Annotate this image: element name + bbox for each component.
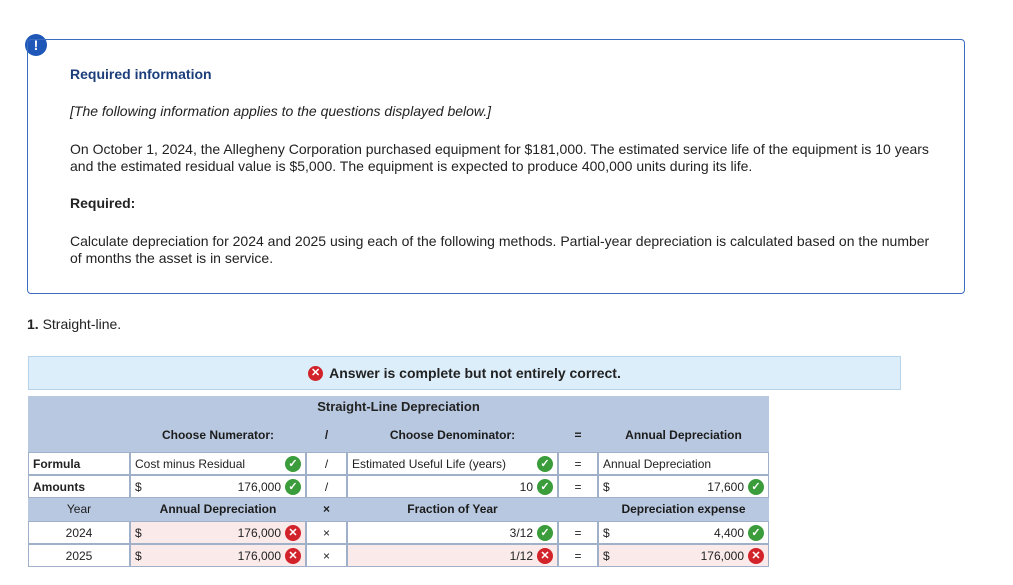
- fraction-value-2024: 3/12: [509, 526, 533, 540]
- times-cell: ×: [306, 544, 347, 567]
- times-header: ×: [306, 498, 347, 521]
- fraction-input-2024[interactable]: 3/12 ✓: [347, 521, 558, 544]
- fraction-value-2025: 1/12: [509, 549, 533, 563]
- header-denominator: Choose Denominator:: [347, 418, 558, 452]
- currency-symbol: $: [603, 549, 610, 563]
- amount-numerator-input[interactable]: $ 176,000 ✓: [130, 475, 306, 498]
- expense-value-2025: 176,000: [700, 549, 744, 563]
- currency-symbol: $: [135, 549, 142, 563]
- denominator-select[interactable]: Estimated Useful Life (years) ✓: [347, 452, 558, 475]
- info-italic-note: [The following information applies to th…: [70, 103, 492, 119]
- task-text: Calculate depreciation for 2024 and 2025…: [70, 233, 930, 266]
- required-label: Required:: [70, 195, 136, 211]
- amount-denominator-value: 10: [519, 480, 533, 494]
- header-blank: [28, 418, 130, 452]
- x-circle-icon: ✕: [285, 548, 301, 564]
- amount-denominator-input[interactable]: 10 ✓: [347, 475, 558, 498]
- numerator-select[interactable]: Cost minus Residual ✓: [130, 452, 306, 475]
- expense-header: Depreciation expense: [598, 498, 769, 521]
- header-result: Annual Depreciation: [598, 418, 769, 452]
- amounts-equals: =: [558, 475, 598, 498]
- currency-symbol: $: [603, 480, 610, 494]
- fraction-input-2025[interactable]: 1/12 ✕: [347, 544, 558, 567]
- check-icon: ✓: [285, 479, 301, 495]
- equals-cell: =: [558, 521, 598, 544]
- numerator-value: Cost minus Residual: [135, 457, 246, 471]
- check-icon: ✓: [748, 479, 764, 495]
- equals-cell: =: [558, 544, 598, 567]
- amounts-label: Amounts: [28, 475, 130, 498]
- fraction-header: Fraction of Year: [347, 498, 558, 521]
- currency-symbol: $: [135, 526, 142, 540]
- formula-slash: /: [306, 452, 347, 475]
- expense-input-2024[interactable]: $ 4,400 ✓: [598, 521, 769, 544]
- amount-result-input[interactable]: $ 17,600 ✓: [598, 475, 769, 498]
- equals-header-blank: [558, 498, 598, 521]
- year-header: Year: [28, 498, 130, 521]
- check-icon: ✓: [748, 525, 764, 541]
- info-title: Required information: [70, 66, 212, 82]
- question-text: Straight-line.: [42, 316, 122, 332]
- required-information-box: Required information [The following info…: [27, 39, 965, 294]
- header-equals: =: [558, 418, 598, 452]
- header-numerator: Choose Numerator:: [130, 418, 306, 452]
- amount-result-value: 17,600: [707, 480, 744, 494]
- x-circle-icon: ✕: [537, 548, 553, 564]
- amount-numerator-value: 176,000: [237, 480, 281, 494]
- x-circle-icon: ✕: [308, 365, 324, 381]
- check-icon: ✓: [285, 456, 301, 472]
- header-slash: /: [306, 418, 347, 452]
- formula-result: Annual Depreciation: [598, 452, 769, 475]
- feedback-banner: ✕ Answer is complete but not entirely co…: [28, 356, 901, 390]
- question-label: 1. Straight-line.: [27, 316, 121, 332]
- formula-label: Formula: [28, 452, 130, 475]
- formula-equals: =: [558, 452, 598, 475]
- annual-value-2024: 176,000: [237, 526, 281, 540]
- currency-symbol: $: [603, 526, 610, 540]
- feedback-text: Answer is complete but not entirely corr…: [329, 365, 621, 381]
- currency-symbol: $: [135, 480, 142, 494]
- check-icon: ✓: [537, 479, 553, 495]
- check-icon: ✓: [537, 525, 553, 541]
- expense-input-2025[interactable]: $ 176,000 ✕: [598, 544, 769, 567]
- x-circle-icon: ✕: [285, 525, 301, 541]
- annual-input-2024[interactable]: $ 176,000 ✕: [130, 521, 306, 544]
- year-cell: 2024: [28, 521, 130, 544]
- check-icon: ✓: [537, 456, 553, 472]
- info-paragraph: On October 1, 2024, the Allegheny Corpor…: [70, 141, 929, 174]
- times-cell: ×: [306, 521, 347, 544]
- annual-input-2025[interactable]: $ 176,000 ✕: [130, 544, 306, 567]
- year-cell: 2025: [28, 544, 130, 567]
- amounts-slash: /: [306, 475, 347, 498]
- annual-value-2025: 176,000: [237, 549, 281, 563]
- annual-depreciation-header: Annual Depreciation: [130, 498, 306, 521]
- denominator-value: Estimated Useful Life (years): [352, 457, 507, 471]
- expense-value-2024: 4,400: [713, 526, 744, 540]
- x-circle-icon: ✕: [748, 548, 764, 564]
- question-number: 1.: [27, 316, 39, 332]
- table-title: Straight-Line Depreciation: [28, 396, 769, 418]
